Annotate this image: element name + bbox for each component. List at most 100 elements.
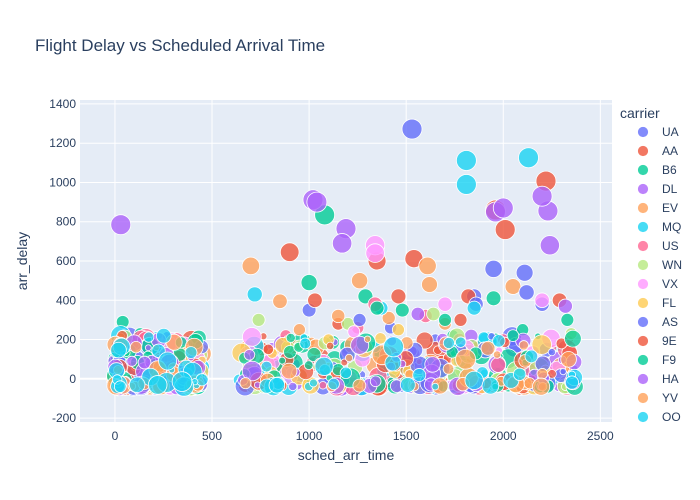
point bbox=[437, 296, 453, 312]
point bbox=[431, 382, 439, 391]
point bbox=[412, 368, 427, 382]
legend-label: OO bbox=[662, 410, 681, 424]
point bbox=[285, 332, 296, 343]
point bbox=[481, 376, 500, 395]
legend-item-f9[interactable]: F9 bbox=[637, 353, 677, 367]
legend-item-ev[interactable]: EV bbox=[637, 201, 679, 215]
legend-label: MQ bbox=[662, 220, 681, 234]
point bbox=[352, 313, 367, 327]
legend-marker bbox=[637, 164, 649, 176]
legend-label: WN bbox=[662, 258, 682, 272]
point bbox=[518, 340, 529, 351]
legend-item-oo[interactable]: OO bbox=[637, 410, 681, 424]
point bbox=[110, 214, 132, 236]
legend-marker bbox=[637, 411, 649, 423]
point bbox=[466, 300, 482, 316]
point bbox=[390, 288, 407, 305]
legend-item-mq[interactable]: MQ bbox=[637, 220, 682, 234]
legend-item-us[interactable]: US bbox=[637, 239, 679, 253]
x-tick-label: 0 bbox=[112, 429, 119, 443]
point bbox=[347, 325, 361, 339]
legend-item-wn[interactable]: WN bbox=[637, 258, 683, 272]
point bbox=[251, 313, 266, 327]
point bbox=[272, 293, 288, 309]
legend-label: DL bbox=[662, 182, 678, 196]
point bbox=[484, 259, 503, 278]
point bbox=[442, 363, 455, 375]
y-axis-title: arr_delay bbox=[14, 232, 30, 290]
y-tick-label: 1400 bbox=[49, 97, 76, 111]
point bbox=[327, 377, 340, 391]
point bbox=[339, 366, 353, 380]
point bbox=[518, 147, 539, 169]
legend-marker bbox=[637, 278, 649, 290]
legend-item-dl[interactable]: DL bbox=[637, 182, 678, 196]
point bbox=[144, 344, 152, 352]
legend-item-as[interactable]: AS bbox=[637, 315, 679, 329]
legend-marker bbox=[637, 392, 649, 404]
point bbox=[147, 375, 168, 395]
legend-item-aa[interactable]: AA bbox=[637, 144, 679, 158]
point bbox=[318, 381, 328, 390]
point bbox=[184, 346, 198, 359]
legend-item-ha[interactable]: HA bbox=[637, 372, 679, 386]
legend[interactable]: UA AA B6 DL EV MQ US WN VX FL AS 9E F9 HA YV OO bbox=[637, 125, 683, 424]
point bbox=[171, 371, 193, 392]
legend-marker bbox=[637, 145, 649, 157]
point bbox=[278, 356, 287, 365]
point bbox=[453, 313, 468, 327]
point bbox=[292, 323, 306, 337]
y-tick-label: 0 bbox=[69, 372, 76, 386]
legend-marker bbox=[637, 335, 649, 347]
legend-marker bbox=[637, 126, 649, 138]
legend-item-fl[interactable]: FL bbox=[637, 296, 677, 310]
point bbox=[155, 327, 172, 344]
point bbox=[532, 377, 551, 396]
point bbox=[384, 354, 402, 372]
point bbox=[128, 376, 146, 393]
legend-marker bbox=[637, 240, 649, 252]
point bbox=[536, 368, 549, 380]
point bbox=[401, 118, 423, 140]
point bbox=[560, 313, 575, 327]
legend-marker bbox=[637, 221, 649, 233]
point bbox=[137, 355, 152, 370]
point bbox=[350, 335, 370, 355]
point bbox=[455, 336, 467, 348]
point bbox=[557, 298, 573, 314]
point bbox=[110, 341, 127, 359]
legend-marker bbox=[637, 183, 649, 195]
legend-item-yv[interactable]: YV bbox=[637, 391, 679, 405]
point bbox=[464, 370, 484, 390]
point bbox=[365, 243, 385, 263]
point bbox=[424, 356, 441, 373]
x-tick-label: 1500 bbox=[393, 429, 420, 443]
legend-item-9e[interactable]: 9E bbox=[637, 334, 677, 348]
point bbox=[524, 349, 539, 364]
point bbox=[307, 292, 323, 309]
point bbox=[515, 263, 534, 282]
x-tick-label: 500 bbox=[202, 429, 222, 443]
point bbox=[158, 351, 178, 371]
legend-label: AA bbox=[662, 144, 678, 158]
point bbox=[492, 350, 502, 359]
point bbox=[260, 360, 273, 373]
point bbox=[369, 375, 382, 388]
legend-item-ua[interactable]: UA bbox=[637, 125, 679, 139]
legend-item-vx[interactable]: VX bbox=[637, 277, 679, 291]
point bbox=[113, 380, 127, 393]
point bbox=[351, 272, 369, 290]
point bbox=[531, 185, 553, 207]
y-tick-label: -200 bbox=[52, 411, 76, 425]
point bbox=[394, 302, 410, 318]
y-tick-label: 800 bbox=[56, 215, 76, 229]
point bbox=[559, 367, 567, 376]
point bbox=[438, 313, 452, 327]
point bbox=[560, 351, 577, 368]
point bbox=[126, 355, 138, 367]
legend-marker bbox=[637, 354, 649, 366]
data-points bbox=[105, 118, 584, 397]
legend-item-b6[interactable]: B6 bbox=[637, 163, 678, 177]
point bbox=[306, 347, 322, 362]
point bbox=[143, 331, 155, 343]
